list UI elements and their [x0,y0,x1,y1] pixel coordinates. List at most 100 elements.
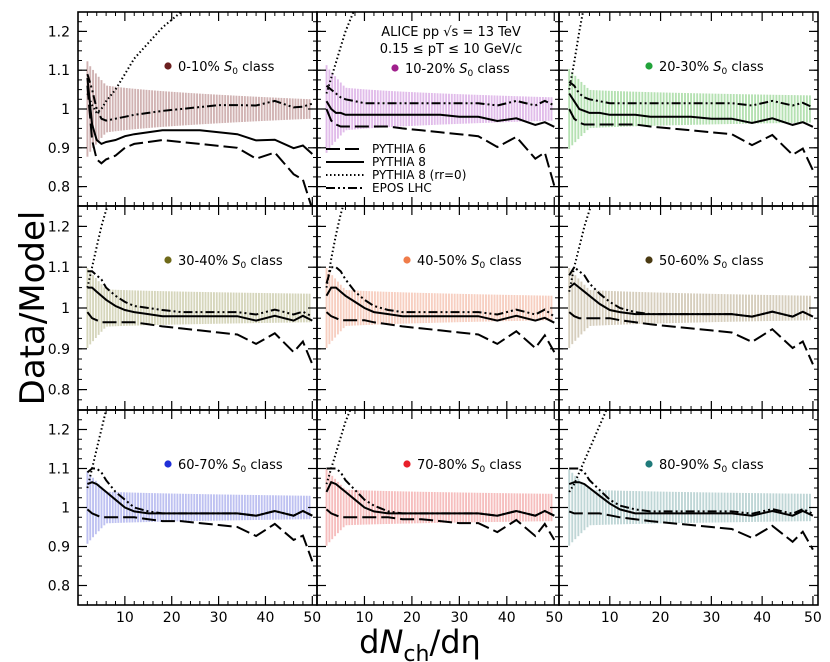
model-lines [568,410,814,551]
syst-band-bar [456,94,459,124]
syst-band-bar [732,94,735,124]
syst-band-bar [221,494,224,521]
syst-band-bar [793,95,796,123]
panel-9: 10 20 30 40 50 80-90% S0 class [558,409,822,626]
syst-band-bar [601,290,604,326]
line-epos-lhc [569,467,814,515]
syst-band-bar [763,94,766,124]
syst-band-bar [190,291,193,325]
syst-band-bar [148,493,151,522]
y-tick-label: 1.2 [48,423,70,439]
syst-band-bar [656,292,659,324]
syst-band-bar [92,477,94,538]
syst-band-bar [769,295,772,321]
class-marker [403,256,411,264]
syst-band-bar [723,492,726,523]
syst-band-bar [696,293,699,323]
syst-band-bar [547,97,550,121]
syst-band-bar [502,294,505,322]
syst-band-bar [393,491,396,524]
class-label-suffix: class [727,60,764,75]
syst-band-bar [176,291,179,325]
syst-band-bar [462,293,465,323]
syst-band-bar [586,487,589,528]
model-lines [325,206,556,353]
syst-band-bar [607,90,610,128]
syst-band-bar [86,268,89,348]
syst-band-bar [595,290,598,326]
class-label-sub: 0 [722,465,728,475]
x-tick-label: 40 [753,610,771,626]
syst-band-bar [665,491,668,524]
legend-label-4: EPOS LHC [372,181,432,195]
y-tick-label: 1.2 [48,219,70,235]
syst-band-bar [513,493,516,522]
syst-band-bar [635,491,638,524]
syst-band-bar [524,295,527,321]
syst-band-bar [476,94,479,124]
syst-band-bar [504,294,507,322]
syst-band-bar [294,495,297,520]
syst-band-bar [430,491,433,524]
syst-band-bar [243,292,246,324]
syst-band-bar [339,284,342,332]
syst-band-bar [638,491,641,524]
syst-band-bar [445,93,448,125]
syst-band-bar [294,98,297,120]
syst-band-bar [283,495,286,520]
syst-band-bar [263,495,266,520]
syst-band-bar [769,94,772,124]
syst-band-bar [354,88,356,130]
syst-band-bar [408,292,411,324]
syst-band-bar [354,490,356,525]
syst-band-bar [300,98,303,120]
syst-band-bar [574,475,577,540]
syst-band-bar [499,294,502,322]
syst-band-bar [527,295,530,321]
syst-band-bar [568,268,571,348]
line-epos-lhc [86,73,313,122]
syst-band-bar [274,293,277,323]
syst-band-bar [595,489,598,526]
syst-band-bar [613,291,616,325]
syst-band-bar [246,96,249,122]
syst-band-bar [252,494,255,521]
syst-band-bar [235,95,238,123]
syst-band-bar [448,293,450,323]
syst-band-bar [641,491,644,524]
syst-band-bar [425,491,428,524]
syst-band-bar [775,94,778,124]
syst-band-bar [462,492,465,523]
syst-band-bar [741,492,744,523]
class-label-range: 20-30% [659,60,713,75]
syst-band-bar [196,93,199,125]
syst-band-bar [156,291,159,325]
syst-band-bar [635,291,638,325]
syst-band-bar [744,94,747,124]
syst-band-bar [711,492,714,523]
syst-band-bar [232,292,235,324]
syst-band-bar [227,292,229,324]
syst-band-bar [170,291,173,325]
y-tick-label: 1 [61,301,70,317]
syst-band-bar [757,294,760,322]
syst-band-bar [641,91,644,127]
syst-band-bar [97,76,100,142]
syst-band-bar [224,292,227,324]
syst-band-bar [499,95,502,123]
syst-band-bar [249,292,252,324]
syst-band-bar [108,86,111,132]
syst-band-bar [589,290,592,326]
class-label: 60-70% S0 class [178,458,283,475]
syst-band-bar [168,493,170,522]
syst-band-bar [371,490,374,525]
syst-band-bar [207,94,210,124]
class-label-range: 40-50% [417,254,471,269]
syst-band-bar [391,291,393,325]
syst-band-bar [382,490,385,525]
syst-band-bar [536,295,539,321]
x-tick-label: 40 [498,610,516,626]
syst-band-bar [684,293,686,323]
syst-band-bar [778,493,781,522]
syst-band-bar [153,90,156,128]
